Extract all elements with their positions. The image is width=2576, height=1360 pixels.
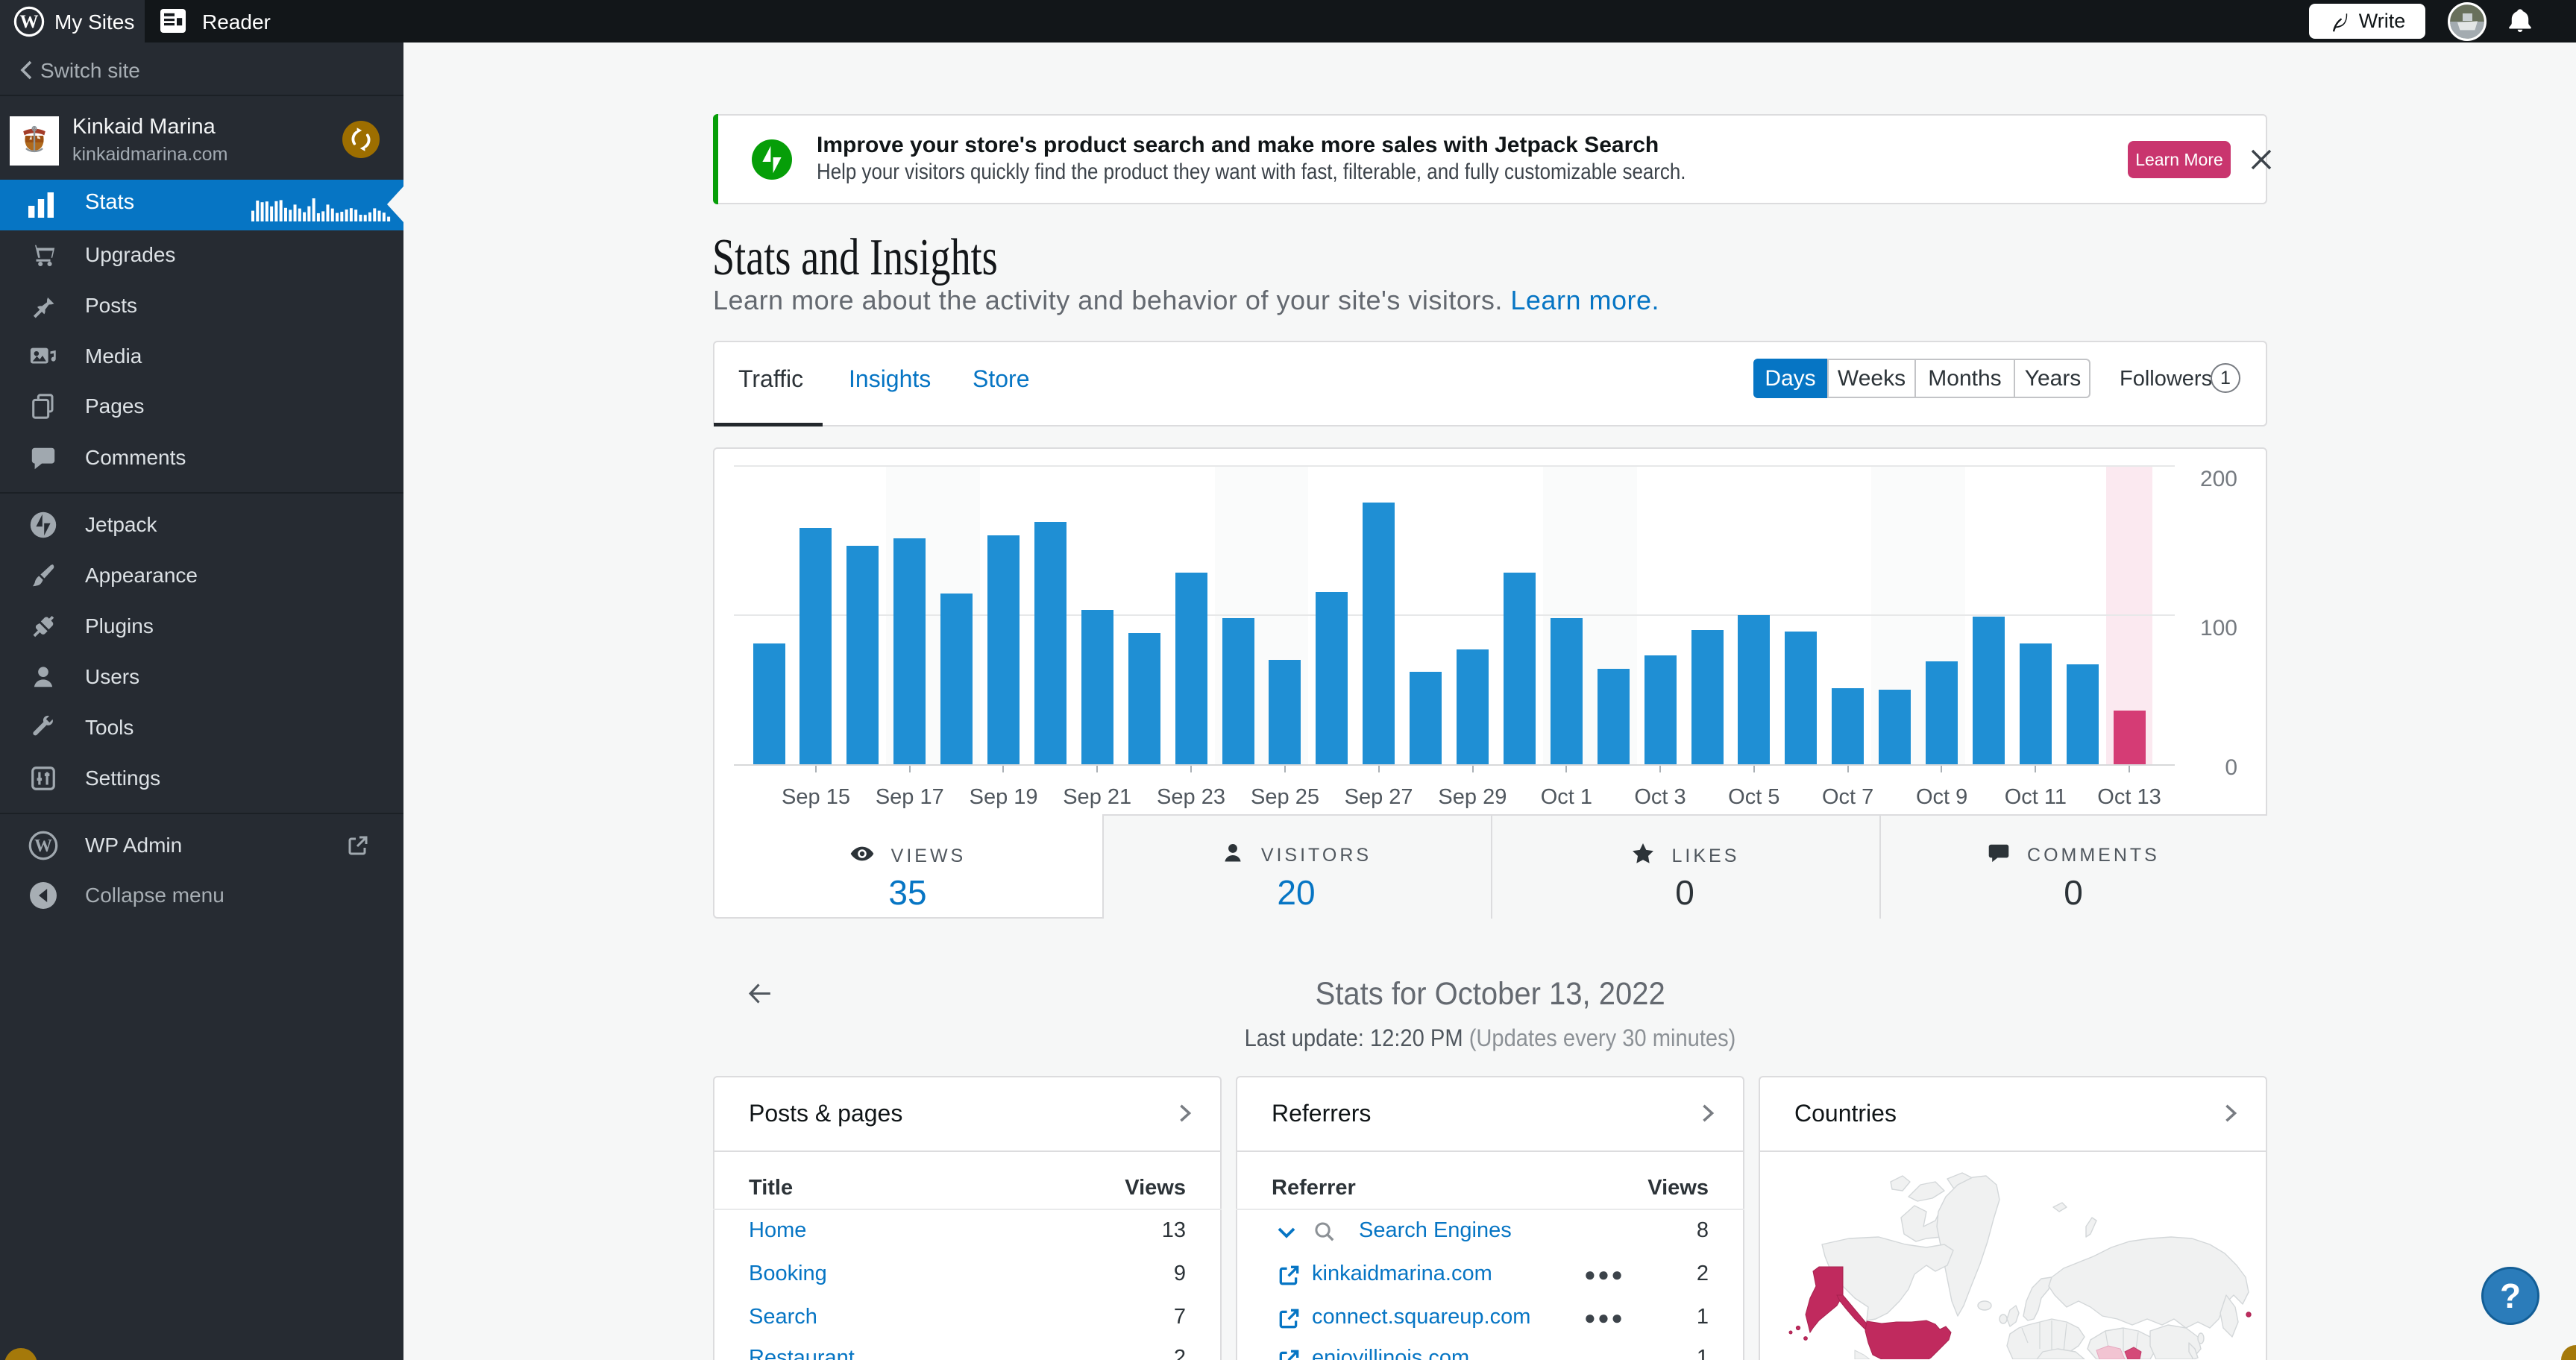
svg-text:W: W [20, 12, 39, 32]
svg-text:W: W [34, 837, 52, 856]
